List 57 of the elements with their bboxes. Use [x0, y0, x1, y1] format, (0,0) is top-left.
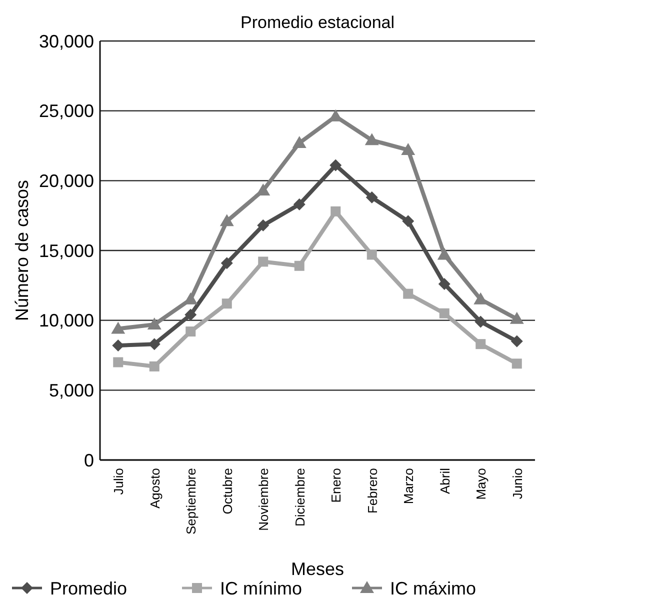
point — [330, 206, 341, 216]
point — [366, 250, 377, 260]
point — [474, 316, 487, 328]
point — [220, 257, 233, 270]
point — [439, 308, 450, 318]
x-tick-label: Julio — [111, 468, 126, 495]
point — [256, 183, 270, 196]
y-tick-label: 15,000 — [38, 240, 94, 261]
x-tick-label: Mayo — [474, 468, 489, 500]
point — [111, 322, 126, 334]
point — [222, 298, 232, 309]
point — [220, 214, 234, 226]
chart-title: Promedio estacional — [240, 13, 395, 32]
point — [401, 142, 416, 155]
point — [437, 248, 452, 260]
legend-label: IC mínimo — [220, 578, 302, 598]
point — [293, 198, 306, 210]
x-tick-label: Noviembre — [256, 468, 272, 531]
x-tick-label: Marzo — [401, 468, 416, 504]
point — [149, 361, 160, 372]
point — [147, 318, 162, 330]
legend-label: Promedio — [50, 578, 128, 598]
point — [512, 358, 522, 369]
x-tick-label: Abril — [437, 468, 452, 494]
legend-label: IC máximo — [390, 578, 476, 598]
point — [113, 357, 124, 368]
x-tick-label: Junio — [510, 468, 525, 500]
point — [402, 215, 414, 228]
y-tick-label: 5,000 — [48, 380, 94, 400]
point — [292, 136, 306, 148]
point — [258, 256, 268, 267]
point — [474, 292, 488, 304]
point — [186, 326, 196, 337]
y-tick-label: 20,000 — [38, 170, 94, 191]
x-tick-label: Octubre — [220, 468, 235, 514]
y-tick-label: 30,000 — [38, 31, 94, 52]
point — [330, 159, 342, 172]
point — [257, 219, 270, 232]
x-tick-label: Enero — [328, 468, 344, 503]
x-tick-label: Febrero — [364, 468, 380, 514]
point — [438, 278, 450, 290]
point — [184, 308, 197, 321]
y-tick-label: 25,000 — [38, 101, 94, 122]
point — [294, 260, 304, 271]
y-axis-title: Número de casos — [12, 180, 32, 322]
point — [510, 335, 523, 348]
point — [403, 288, 414, 299]
x-tick-label: Agosto — [147, 468, 162, 508]
point — [366, 191, 378, 204]
x-tick-label: Diciembre — [292, 468, 308, 527]
y-tick-label: 0 — [84, 450, 94, 470]
y-tick-label: 10,000 — [38, 310, 94, 331]
point — [364, 133, 379, 146]
x-tick-label: Septiembre — [184, 468, 199, 534]
x-axis-title: Meses — [290, 559, 344, 579]
point — [476, 339, 486, 350]
point — [510, 312, 524, 324]
